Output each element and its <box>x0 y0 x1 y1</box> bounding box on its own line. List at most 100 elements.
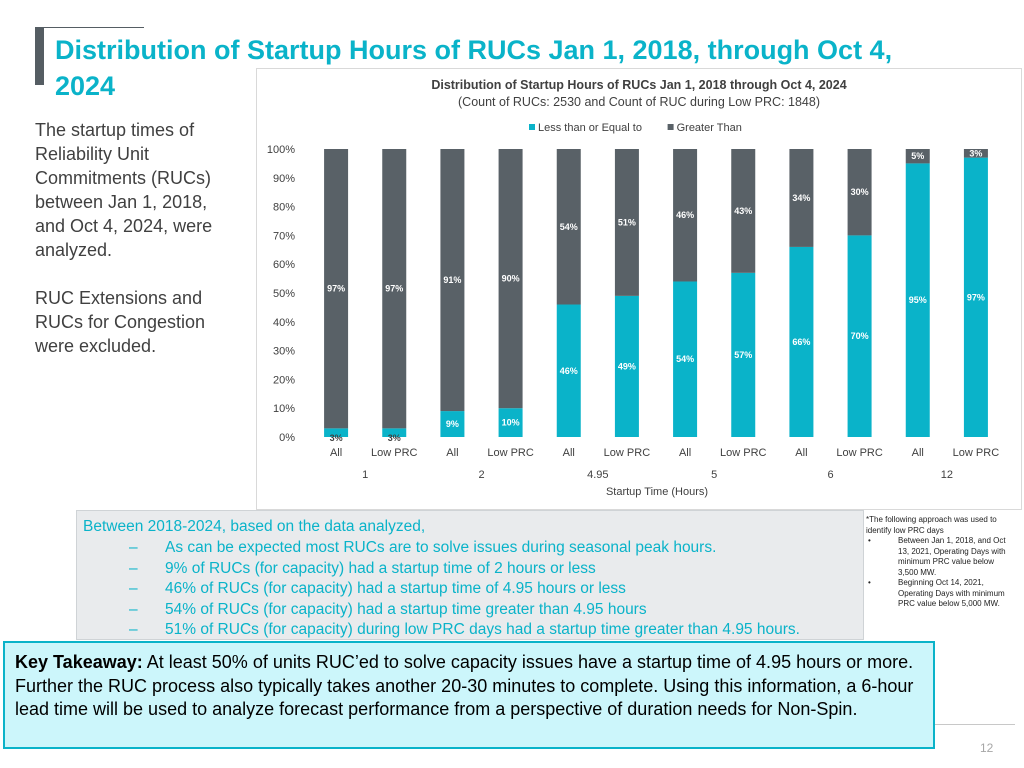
data-label-greater: 51% <box>618 217 636 227</box>
footnote-text: Beginning Oct 14, 2021, Operating Days w… <box>898 578 1005 608</box>
x-category-label: All <box>912 447 924 459</box>
bar-segment-greater <box>324 149 349 429</box>
footnote-item: • Between Jan 1, 2018, and Oct 13, 2021, … <box>866 536 1016 578</box>
bar-segment-greater <box>731 149 756 273</box>
bar-segment-greater <box>789 149 814 247</box>
bar-segment-less-equal <box>556 304 581 437</box>
bar-segment-greater <box>614 149 639 296</box>
key-takeaway-box: Key Takeaway: At least 50% of units RUC’… <box>3 641 935 749</box>
findings-box: Between 2018-2024, based on the data ana… <box>76 510 864 640</box>
data-label-less-equal: 3% <box>388 433 401 443</box>
data-label-greater: 90% <box>502 274 520 284</box>
finding-text: 54% of RUCs (for capacity) had a startup… <box>165 600 647 618</box>
chart-title: Distribution of Startup Hours of RUCs Ja… <box>431 78 846 92</box>
low-prc-footnote: *The following approach was used to iden… <box>866 515 1016 610</box>
finding-item: – 46% of RUCs (for capacity) had a startu… <box>129 579 800 600</box>
chart-subtitle: (Count of RUCs: 2530 and Count of RUC du… <box>458 95 820 109</box>
x-group-label: 2 <box>478 469 484 481</box>
y-tick-label: 70% <box>273 230 295 242</box>
y-tick-label: 80% <box>273 202 295 214</box>
footnote-bullet: • <box>868 536 871 545</box>
y-tick-label: 100% <box>267 144 295 156</box>
startup-hours-chart: Distribution of Startup Hours of RUCs Ja… <box>267 78 1000 498</box>
bar-segment-greater <box>963 149 988 158</box>
x-category-label: Low PRC <box>487 447 534 459</box>
bar-segment-less-equal <box>905 163 930 437</box>
y-tick-label: 50% <box>273 288 295 300</box>
finding-item: – 54% of RUCs (for capacity) had a startu… <box>129 600 800 621</box>
x-group-label: 6 <box>827 469 833 481</box>
bar-segment-less-equal <box>324 428 349 437</box>
bar-segment-greater <box>498 149 523 409</box>
bar-segment-less-equal <box>614 295 639 437</box>
bar-segment-greater <box>382 149 407 429</box>
footer-rule <box>935 724 1015 725</box>
key-takeaway-body: At least 50% of units RUC’ed to solve ca… <box>15 652 914 719</box>
dash-bullet: – <box>129 580 138 597</box>
data-label-greater: 91% <box>443 275 461 285</box>
legend-label: Greater Than <box>677 122 742 134</box>
bar-segment-less-equal <box>673 281 698 437</box>
finding-item: – 9% of RUCs (for capacity) had a startup… <box>129 559 800 580</box>
bar-segment-less-equal <box>963 157 988 437</box>
data-label-greater: 97% <box>327 284 345 294</box>
bar-segment-less-equal <box>789 246 814 437</box>
data-label-greater: 5% <box>911 151 924 161</box>
legend-swatch <box>667 124 674 130</box>
x-category-label: All <box>563 447 575 459</box>
y-tick-label: 10% <box>273 403 295 415</box>
page-number: 12 <box>980 741 994 755</box>
data-label-greater: 54% <box>560 222 578 232</box>
bar-segment-greater <box>847 149 872 236</box>
finding-text: 46% of RUCs (for capacity) had a startup… <box>165 580 626 597</box>
x-category-label: Low PRC <box>720 447 767 459</box>
dash-bullet: – <box>129 539 138 556</box>
x-category-label: Low PRC <box>604 447 651 459</box>
data-label-greater: 3% <box>969 148 982 158</box>
finding-item: – As can be expected most RUCs are to sol… <box>129 538 800 559</box>
dash-bullet: – <box>129 621 138 638</box>
data-label-less-equal: 66% <box>792 337 810 347</box>
x-category-label: All <box>679 447 691 459</box>
x-group-label: 4.95 <box>587 469 608 481</box>
footnote-list: • Between Jan 1, 2018, and Oct 13, 2021, … <box>866 536 1016 610</box>
x-category-label: All <box>446 447 458 459</box>
finding-text: As can be expected most RUCs are to solv… <box>165 539 717 556</box>
slide-title: Distribution of Startup Hours of RUCs Ja… <box>55 35 893 101</box>
data-label-less-equal: 46% <box>560 366 578 376</box>
title-accent-line <box>44 27 144 28</box>
bar-segment-less-equal <box>731 272 756 437</box>
bar-segment-less-equal <box>440 411 465 437</box>
data-label-less-equal: 9% <box>446 419 459 429</box>
side-paragraph-exclusions: RUC Extensions and RUCs for Congestion w… <box>35 288 206 356</box>
findings-intro: Between 2018-2024, based on the data ana… <box>83 518 426 535</box>
side-text: The startup times of Reliability Unit Co… <box>35 118 235 382</box>
y-tick-label: 20% <box>273 374 295 386</box>
x-category-label: Low PRC <box>953 447 1000 459</box>
y-tick-label: 0% <box>279 432 295 444</box>
bar-segment-less-equal <box>498 408 523 437</box>
dash-bullet: – <box>129 600 138 618</box>
chart-frame: Distribution of Startup Hours of RUCs Ja… <box>256 68 1022 510</box>
x-group-label: 1 <box>362 469 368 481</box>
legend-swatch <box>529 124 535 130</box>
data-label-less-equal: 97% <box>967 292 985 302</box>
x-category-label: Low PRC <box>836 447 883 459</box>
finding-text: 9% of RUCs (for capacity) had a startup … <box>165 559 596 577</box>
data-label-less-equal: 57% <box>734 350 752 360</box>
bar-segment-greater <box>905 149 930 164</box>
bar-segment-less-equal <box>382 428 407 437</box>
key-takeaway-text: Key Takeaway: At least 50% of units RUC’… <box>15 651 925 722</box>
y-tick-label: 40% <box>273 317 295 329</box>
data-label-greater: 43% <box>734 206 752 216</box>
data-label-greater: 46% <box>676 210 694 220</box>
bar-segment-greater <box>556 149 581 305</box>
data-label-less-equal: 10% <box>502 418 520 428</box>
x-category-label: All <box>330 447 342 459</box>
data-label-less-equal: 70% <box>851 331 869 341</box>
bar-segment-greater <box>440 149 465 412</box>
x-group-label: 5 <box>711 469 717 481</box>
y-tick-label: 60% <box>273 259 295 271</box>
finding-text: 51% of RUCs (for capacity) during low PR… <box>165 621 800 638</box>
footnote-text: Between Jan 1, 2018, and Oct 13, 2021, O… <box>898 536 1006 577</box>
